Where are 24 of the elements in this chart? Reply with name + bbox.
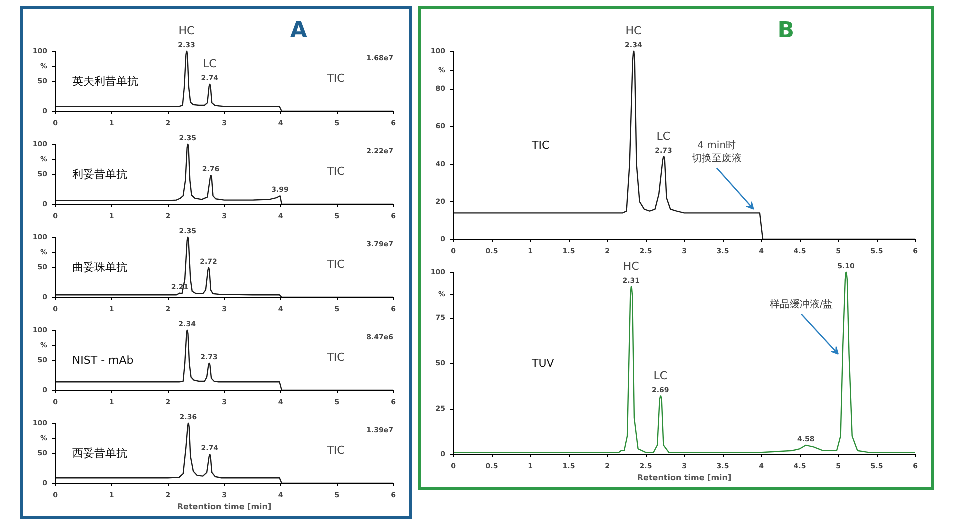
x-axis-title: Retention time [min]	[637, 474, 732, 482]
annotation: LC	[656, 130, 671, 143]
series-label: 西妥昔单抗	[72, 447, 128, 460]
chart-title: B	[778, 18, 795, 44]
series-label: 英夫利昔单抗	[72, 75, 138, 88]
text: TIC	[326, 444, 346, 457]
series-label: NIST - mAb	[72, 354, 134, 367]
annotation: LC	[654, 369, 668, 382]
annotation: HC	[623, 260, 640, 274]
text: TUV	[531, 357, 555, 370]
annotation: HC	[178, 24, 196, 38]
annotation: LC	[202, 58, 218, 70]
text: TIC	[326, 258, 346, 271]
series-label: 利妥昔单抗	[72, 168, 128, 181]
text: TIC	[326, 165, 346, 178]
annotation: 4 min时切换至废液	[692, 139, 742, 164]
series-label: 曲妥珠单抗	[72, 261, 128, 274]
text: TIC	[326, 351, 346, 364]
annotation: 样品缓冲液/盐	[770, 298, 834, 311]
text: TIC	[531, 139, 550, 152]
text: TIC	[326, 72, 346, 85]
annotation: HC	[626, 24, 642, 38]
x-axis-title: Retention time [min]	[177, 502, 272, 512]
chart-title: A	[290, 18, 308, 44]
